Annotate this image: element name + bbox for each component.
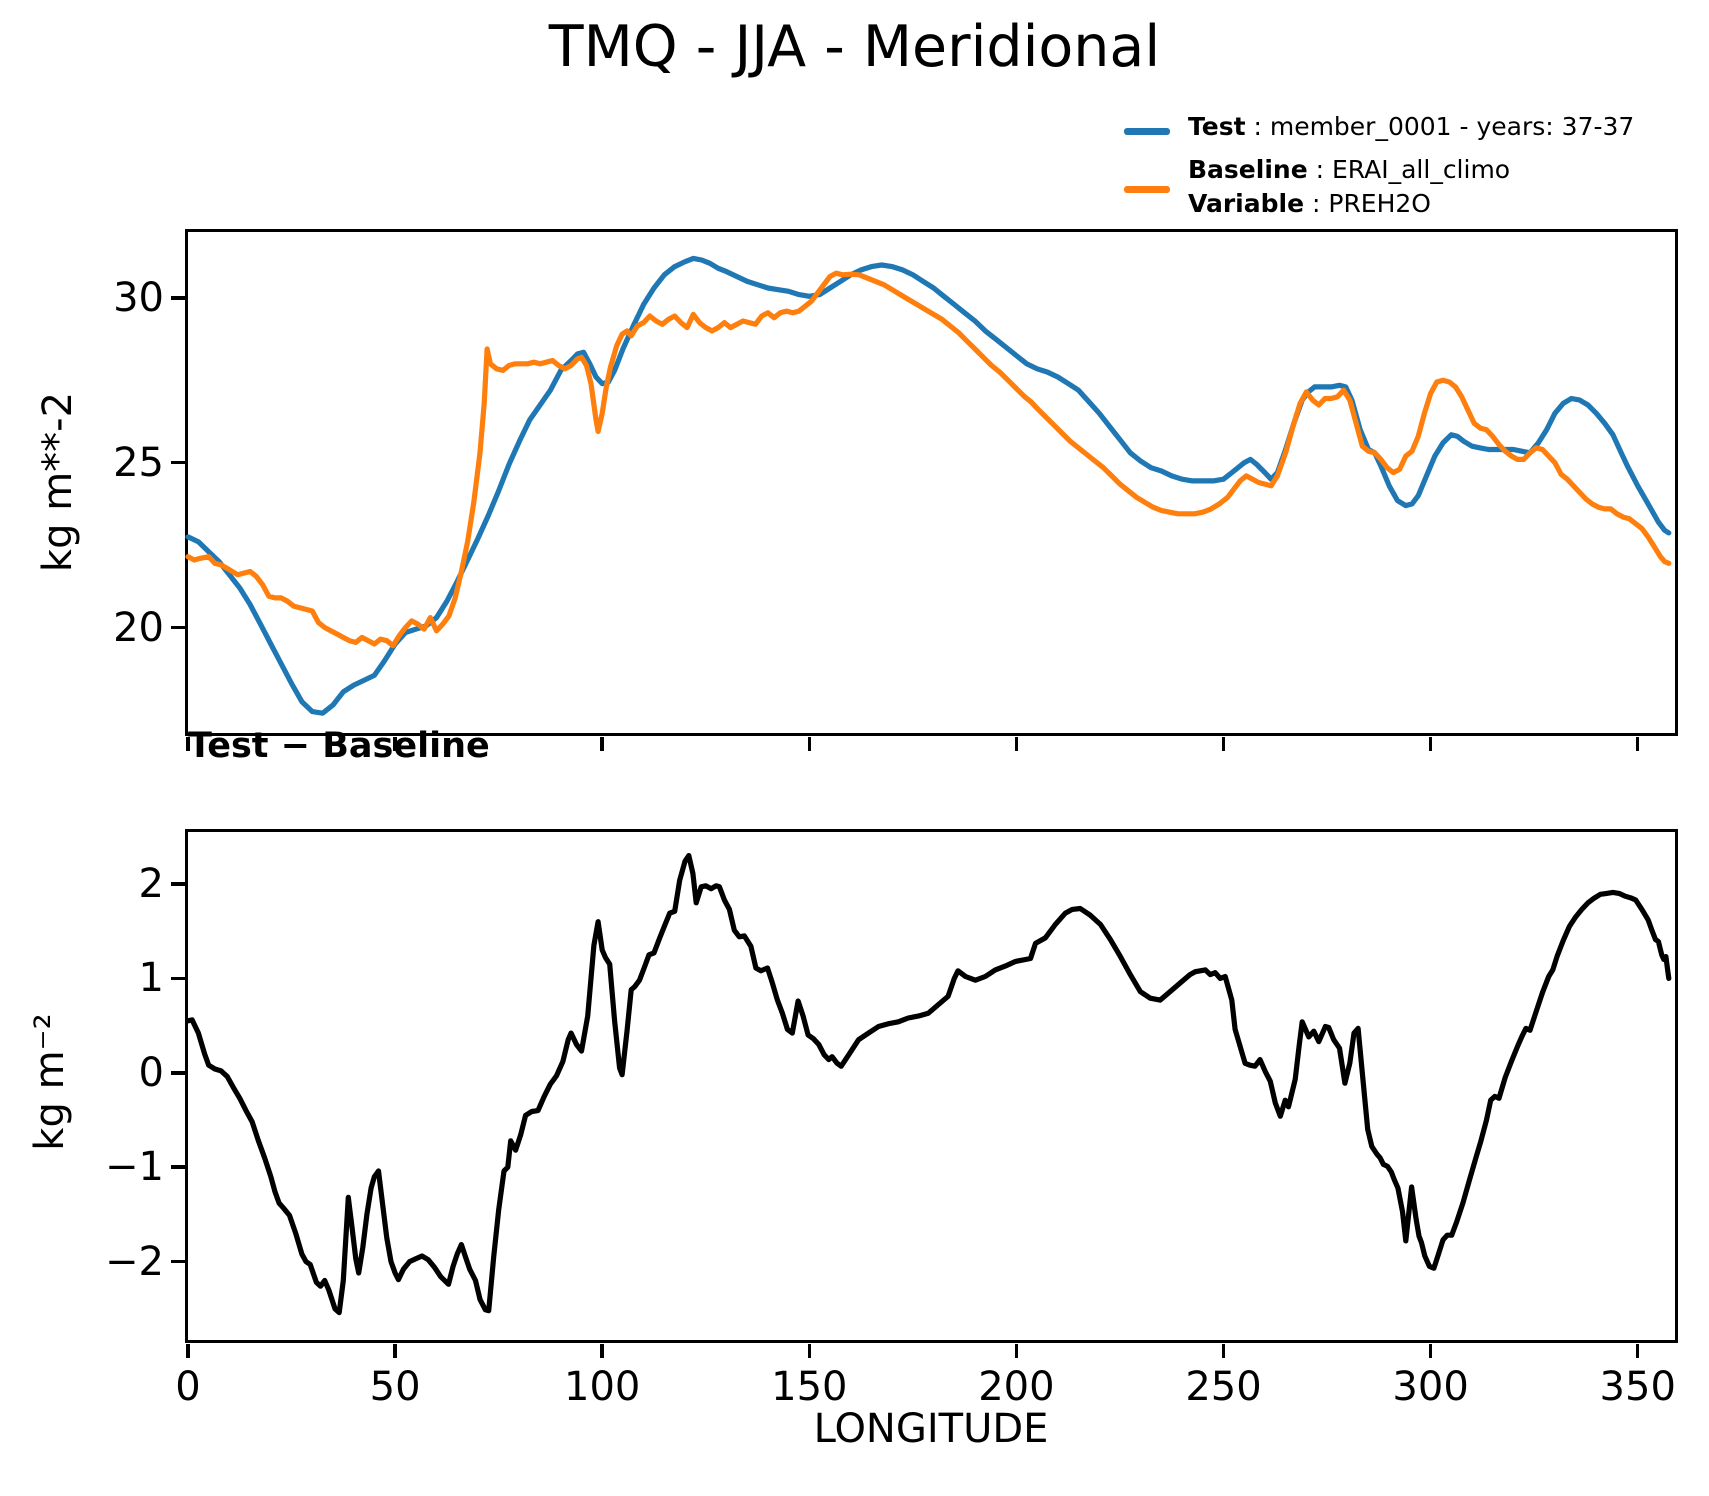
y-tick-label: −1 xyxy=(105,1144,164,1191)
x-axis-label: LONGITUDE xyxy=(813,1406,1049,1452)
x-tick-label: 350 xyxy=(1599,1364,1676,1410)
x-tick-label: 250 xyxy=(1185,1364,1262,1410)
x-tick-mark xyxy=(1221,736,1226,751)
x-tick-label: 150 xyxy=(771,1364,848,1410)
y-tick-mark xyxy=(171,625,185,630)
x-tick-mark xyxy=(1635,1343,1640,1358)
top-y-axis-label: kg m**-2 xyxy=(35,391,81,573)
y-tick-label: −2 xyxy=(105,1238,164,1285)
legend-variable-label: Variable xyxy=(1188,189,1305,218)
x-tick-label: 200 xyxy=(978,1364,1055,1410)
x-tick-mark xyxy=(186,1343,190,1358)
figure-title: TMQ - JJA - Meridional xyxy=(548,14,1161,80)
x-tick-label: 300 xyxy=(1392,1364,1469,1410)
x-tick-mark xyxy=(1428,1343,1433,1358)
difference-axes: −2 −1 0 1 2 0 50 100 150 200 250 300 350 xyxy=(105,829,1678,1410)
plot-canvas xyxy=(185,255,1672,716)
legend-test-value: : member_0001 - years: 37-37 xyxy=(1245,112,1635,141)
legend-test-line-swatch xyxy=(1124,128,1170,135)
legend-baseline-value: : ERAI_all_climo xyxy=(1307,155,1511,184)
legend-test-entry: Test : member_0001 - years: 37-37 xyxy=(1188,112,1634,141)
x-tick-mark xyxy=(1014,1343,1019,1358)
series-line-baseline xyxy=(185,270,1672,649)
x-tick-mark xyxy=(1014,736,1019,751)
y-tick-label: 0 xyxy=(138,1049,164,1096)
x-tick-mark xyxy=(807,736,812,751)
legend-baseline-entry: Baseline : ERAI_all_climo xyxy=(1188,155,1510,184)
series-line-test xyxy=(185,255,1672,716)
x-tick-label: 100 xyxy=(564,1364,641,1410)
legend-test-label: Test xyxy=(1188,112,1246,141)
plot-canvas xyxy=(185,853,1672,1316)
y-tick-label: 2 xyxy=(138,860,164,907)
x-tick-mark xyxy=(393,1343,397,1358)
x-tick-mark xyxy=(807,1343,812,1358)
y-tick-mark xyxy=(171,882,185,886)
y-tick-label: 20 xyxy=(113,604,164,651)
y-tick-label: 30 xyxy=(113,274,164,321)
y-tick-mark xyxy=(171,460,185,465)
x-tick-label: 0 xyxy=(175,1364,201,1410)
legend-variable-value: : PREH2O xyxy=(1304,189,1431,218)
y-tick-mark xyxy=(171,1259,185,1264)
x-tick-label: 50 xyxy=(369,1364,421,1410)
x-tick-mark xyxy=(1221,1343,1226,1358)
x-tick-mark xyxy=(186,736,190,751)
legend-baseline-label: Baseline xyxy=(1188,155,1308,184)
x-tick-mark xyxy=(600,736,604,751)
y-tick-label: 1 xyxy=(138,955,164,1002)
legend-variable-entry: Variable : PREH2O xyxy=(1188,189,1431,218)
y-tick-mark xyxy=(171,296,185,300)
y-tick-mark xyxy=(171,976,185,981)
x-tick-mark xyxy=(1635,736,1640,751)
series-line-test-baseline xyxy=(185,853,1672,1316)
y-tick-mark xyxy=(171,1071,185,1075)
y-tick-mark xyxy=(171,1165,185,1169)
legend-baseline-line-swatch xyxy=(1124,186,1170,193)
x-tick-mark xyxy=(600,1343,604,1358)
top-axes: 20 25 30 xyxy=(113,229,1678,751)
y-tick-label: 25 xyxy=(113,439,164,486)
x-tick-mark xyxy=(1428,736,1433,751)
difference-panel-title: Test − Baseline xyxy=(188,726,490,766)
bottom-y-axis-label: kg m⁻² xyxy=(27,1013,73,1151)
x-tick-mark xyxy=(393,736,397,751)
